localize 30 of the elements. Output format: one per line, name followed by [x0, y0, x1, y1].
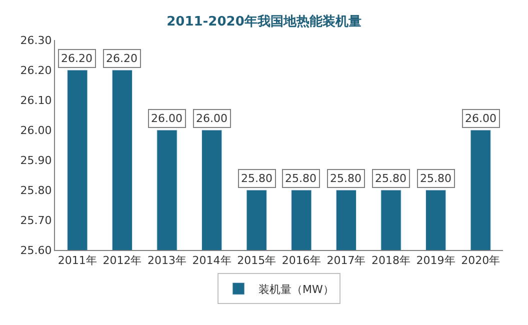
data-label: 26.20 [61, 52, 92, 65]
data-label: 25.80 [375, 172, 406, 185]
data-label: 26.00 [196, 112, 228, 125]
data-label: 25.80 [420, 172, 452, 185]
data-label: 25.80 [330, 172, 362, 185]
data-label: 25.80 [241, 172, 272, 185]
y-tick-label: 26.30 [20, 34, 52, 47]
y-tick-label: 26.10 [20, 94, 52, 107]
y-tick-label: 26.20 [20, 64, 52, 77]
legend-label: 装机量（MW） [258, 282, 334, 296]
data-label: 26.00 [151, 112, 182, 125]
x-tick-label: 2017年 [326, 254, 366, 268]
x-tick-label: 2015年 [237, 254, 276, 268]
x-tick-label: 2012年 [102, 254, 142, 268]
y-tick-label: 25.60 [20, 244, 52, 257]
y-tick-label: 25.90 [20, 154, 52, 167]
y-tick-label: 26.00 [20, 124, 52, 137]
y-tick-label: 25.80 [20, 184, 52, 197]
x-tick-label: 2014年 [192, 254, 232, 268]
x-tick-label: 2013年 [148, 254, 186, 268]
x-tick-label: 2018年 [372, 254, 410, 268]
data-label: 26.20 [106, 52, 138, 65]
x-tick-label: 2020年 [461, 254, 500, 268]
chart-title: 2011-2020年我国地热能装机量 [166, 13, 362, 30]
x-tick-label: 2019年 [416, 254, 456, 268]
data-label: 26.00 [465, 112, 496, 125]
x-tick-label: 2011年 [58, 254, 97, 268]
y-tick-label: 25.70 [20, 214, 52, 227]
data-label: 25.80 [285, 172, 316, 185]
x-tick-label: 2016年 [282, 254, 321, 268]
